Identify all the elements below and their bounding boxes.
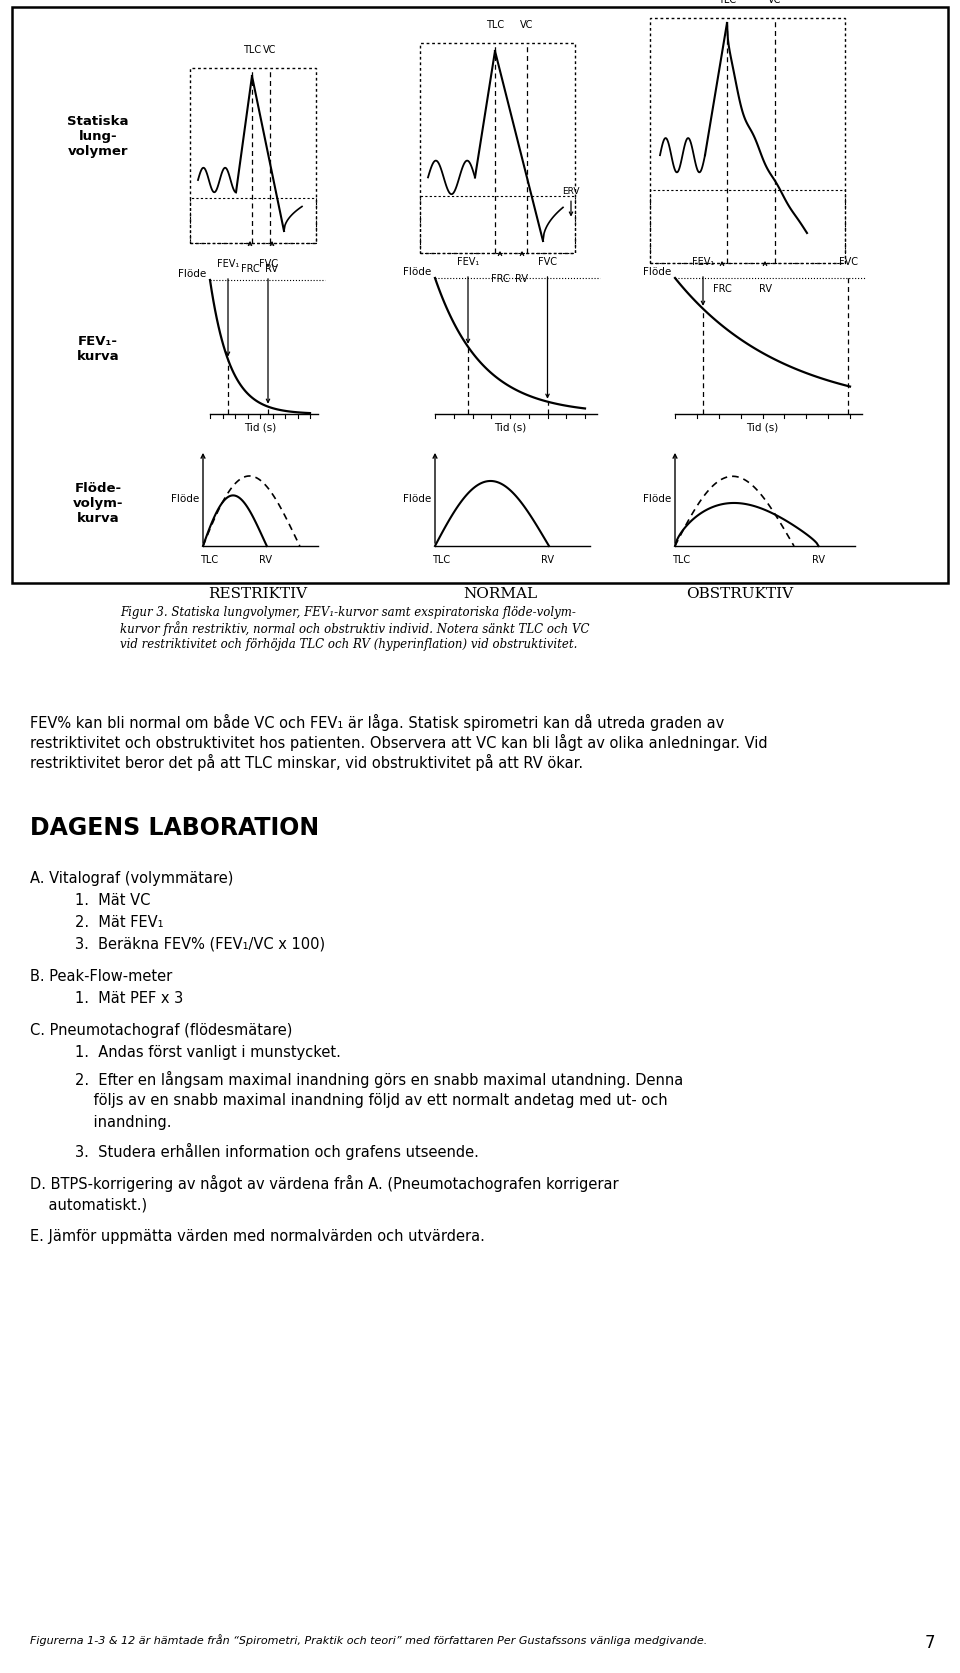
Text: följs av en snabb maximal inandning följd av ett normalt andetag med ut- och: följs av en snabb maximal inandning följ… [75,1092,667,1108]
Text: RV: RV [259,555,273,565]
Text: FVC: FVC [258,259,277,269]
Text: DAGENS LABORATION: DAGENS LABORATION [30,815,319,840]
Text: 1.  Andas först vanligt i munstycket.: 1. Andas först vanligt i munstycket. [75,1044,341,1059]
Text: TLC: TLC [200,555,218,565]
Text: Tid (s): Tid (s) [244,423,276,433]
Text: TLC: TLC [718,0,736,5]
Text: A. Vitalograf (volymmätare): A. Vitalograf (volymmätare) [30,870,233,885]
Text: FRC: FRC [712,284,732,294]
Text: OBSTRUKTIV: OBSTRUKTIV [686,587,794,601]
Text: FEV% kan bli normal om både VC och FEV₁ är låga. Statisk spirometri kan då utred: FEV% kan bli normal om både VC och FEV₁ … [30,714,768,770]
Text: 2.  Mät FEV₁: 2. Mät FEV₁ [75,915,163,930]
Text: D. BTPS-korrigering av något av värdena från A. (Pneumotachografen korrigerar: D. BTPS-korrigering av något av värdena … [30,1174,618,1191]
Text: RV: RV [541,555,554,565]
Text: Tid (s): Tid (s) [493,423,526,433]
Text: RESTRIKTIV: RESTRIKTIV [208,587,307,601]
Bar [12,8,948,584]
Text: Flöde: Flöde [171,494,199,504]
Text: Figurerna 1-3 & 12 är hämtade från “Spirometri, Praktik och teori” med författar: Figurerna 1-3 & 12 är hämtade från “Spir… [30,1633,708,1645]
Text: B. Peak-Flow-meter: B. Peak-Flow-meter [30,969,172,984]
Text: Flöde-
volym-
kurva: Flöde- volym- kurva [73,482,123,525]
Text: Flöde: Flöde [403,266,431,276]
Text: RV: RV [758,284,772,294]
Text: inandning.: inandning. [75,1114,172,1129]
Text: VC: VC [263,45,276,55]
Text: FVC: FVC [838,258,857,266]
Text: TLC: TLC [243,45,261,55]
Bar [650,191,845,264]
Text: 7: 7 [924,1633,935,1651]
Text: automatiskt.): automatiskt.) [30,1196,147,1211]
Text: Flöde: Flöde [643,266,671,276]
Text: 1.  Mät PEF x 3: 1. Mät PEF x 3 [75,990,183,1005]
Text: 3.  Beräkna FEV% (FEV₁/VC x 100): 3. Beräkna FEV% (FEV₁/VC x 100) [75,937,325,952]
Text: FRC: FRC [241,264,259,274]
Text: FEV₁: FEV₁ [217,259,239,269]
Text: Tid (s): Tid (s) [746,423,779,433]
Text: TLC: TLC [432,555,450,565]
Text: VC: VC [520,20,534,30]
Text: FEV₁: FEV₁ [457,258,479,266]
Bar [190,199,316,244]
Text: TLC: TLC [486,20,504,30]
Text: RV: RV [516,274,529,284]
Text: ERV: ERV [563,187,580,196]
Bar [420,197,575,254]
Text: Flöde: Flöde [643,494,671,504]
Text: RV: RV [812,555,825,565]
Text: 1.  Mät VC: 1. Mät VC [75,892,151,907]
Bar [420,43,575,254]
Text: FEV₁-
kurva: FEV₁- kurva [77,335,119,363]
Text: Figur 3. Statiska lungvolymer, FEV₁-kurvor samt exspiratoriska flöde-volym-
kurv: Figur 3. Statiska lungvolymer, FEV₁-kurv… [120,606,589,651]
Text: NORMAL: NORMAL [463,587,537,601]
Text: FRC: FRC [491,274,510,284]
Text: Flöde: Flöde [178,269,206,279]
Text: E. Jämför uppmätta värden med normalvärden och utvärdera.: E. Jämför uppmätta värden med normalvärd… [30,1228,485,1243]
Text: TLC: TLC [672,555,690,565]
Text: 3.  Studera erhållen information och grafens utseende.: 3. Studera erhållen information och graf… [75,1143,479,1159]
Text: FVC: FVC [538,258,557,266]
Text: RV: RV [266,264,278,274]
Text: FEV₁: FEV₁ [692,258,714,266]
Text: Statiska
lung-
volymer: Statiska lung- volymer [67,115,129,157]
Text: Flöde: Flöde [403,494,431,504]
Bar [190,69,316,244]
Bar [650,18,845,264]
Text: VC: VC [768,0,781,5]
Text: C. Pneumotachograf (flödesmätare): C. Pneumotachograf (flödesmätare) [30,1022,293,1037]
Text: 2.  Efter en långsam maximal inandning görs en snabb maximal utandning. Denna: 2. Efter en långsam maximal inandning gö… [75,1071,684,1087]
